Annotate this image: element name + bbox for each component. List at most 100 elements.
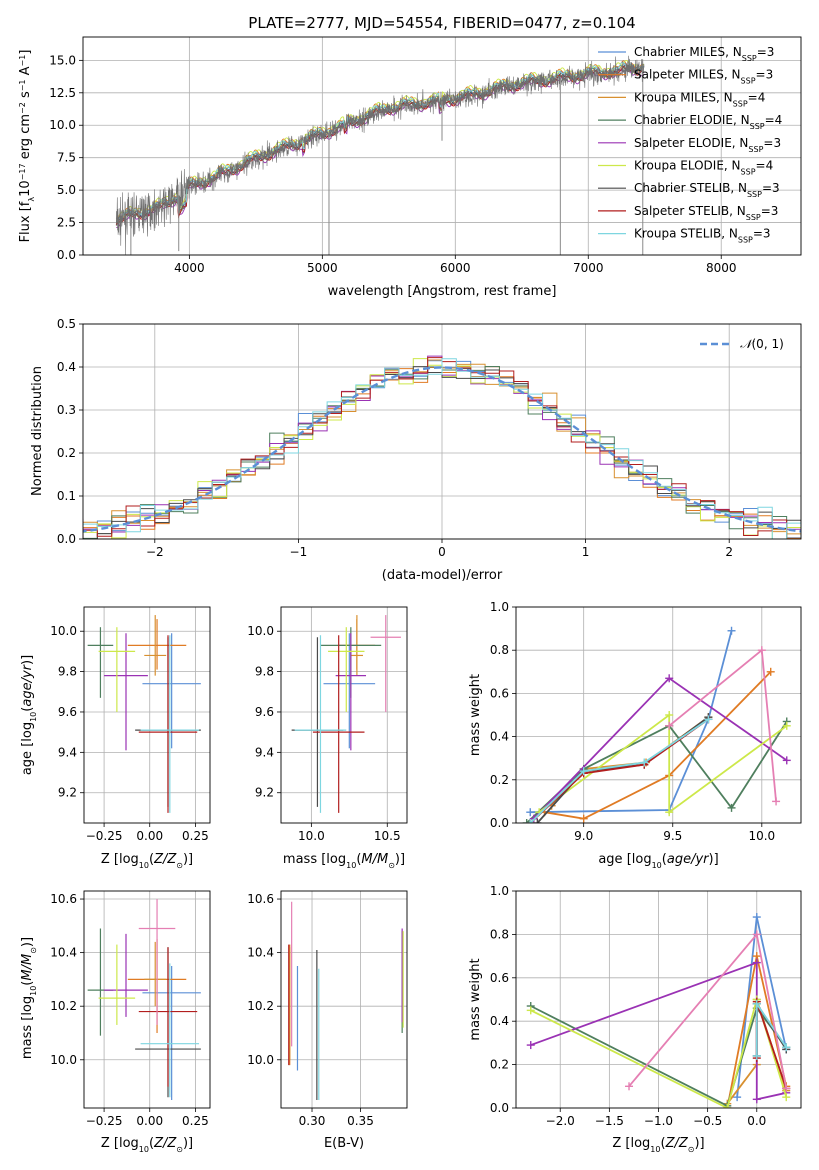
y-axis-label: mass [log10(M/M⊙)] [20,937,38,1059]
x-tick-label: −0.25 [86,829,123,843]
x-tick-label: 8000 [706,261,737,275]
x-tick-label: −0.25 [86,1114,123,1128]
y-tick-label: 0.2 [490,773,509,787]
x-tick-label: 0.00 [136,829,163,843]
y-tick-label: 0.0 [57,532,76,546]
weight-series-line [536,716,709,823]
y-tick-label: 0.2 [57,446,76,460]
x-tick-label: 9.5 [663,829,682,843]
x-axis-label: age [log10(age/yr)] [598,852,718,870]
figure-title: PLATE=2777, MJD=54554, FIBERID=0477, z=0… [248,14,635,32]
panel-weight-vs-Z: −2.0 −1.5 −1.0 −0.5 0.0 0.0 0.2 0.4 0.6 0.8 1.0 Z [… [468,884,802,1154]
legend-entry: Kroupa ELODIE, NSSP=4 [634,159,773,177]
y-tick-label: 7.5 [57,151,76,165]
y-tick-label: 1.0 [490,884,509,898]
y-axis-label: Normed distribution [30,366,45,496]
x-tick-label: 1 [582,545,590,559]
y-tick-label: 9.6 [58,705,77,719]
y-tick-label: 10.0 [50,624,77,638]
weight-series-line [533,677,788,820]
y-tick-label: 9.8 [58,665,77,679]
y-tick-label: 0.0 [57,248,76,262]
axes-frame [280,606,408,824]
axes-frame [280,890,408,1109]
legend-entry: 𝒩(0, 1) [740,337,784,351]
y-tick-label: 2.5 [57,216,76,230]
y-tick-label: 9.4 [58,745,77,759]
y-tick-label: 0.2 [490,1058,509,1072]
x-tick-label: 0.25 [182,1114,209,1128]
x-tick-label: 10.0 [748,829,775,843]
panel-residuals: −2 −1 0 1 2 0.0 0.1 0.2 0.3 0.4 0.5 (data-model)/er… [30,317,802,583]
y-tick-label: 9.8 [255,665,274,679]
x-tick-label: 2 [725,545,733,559]
y-axis-label: mass weight [468,958,483,1040]
model-spectrum-line [115,64,644,226]
x-axis-label: wavelength [Angstrom, rest frame] [328,284,557,299]
y-tick-label: 5.0 [57,183,76,197]
axes-frame [515,606,802,824]
y-axis-label: age [log10(age/yr)] [20,655,38,775]
y-tick-label: 10.4 [50,946,77,960]
x-tick-label: −1.0 [644,1114,673,1128]
plot-area [291,615,401,813]
y-tick-label: 10.0 [50,1053,77,1067]
y-tick-label: 0.0 [490,1101,509,1115]
axes-frame [83,606,211,824]
x-tick-label: −1 [290,545,308,559]
weight-series-line [529,718,709,823]
y-tick-label: 0.6 [490,686,509,700]
panel-age-vs-Z: −0.25 0.00 0.25 9.2 9.4 9.6 9.8 10.0 Z [log10(Z/… [20,606,211,870]
plot-area [83,355,801,539]
panel-mass-vs-ebv: 0.30 0.35 10.0 10.2 10.4 10.6 E(B-V) [247,890,408,1151]
x-tick-label: −0.5 [693,1114,722,1128]
y-tick-label: 10.6 [50,892,77,906]
x-axis-label: E(B-V) [324,1136,364,1151]
axes-frame [82,36,802,256]
weight-series-line [550,716,709,807]
x-tick-label: 0 [438,545,446,559]
y-tick-label: 0.6 [490,971,509,985]
y-tick-label: 1.0 [490,600,509,614]
x-tick-label: 9.0 [574,829,593,843]
x-tick-label: 10.5 [374,829,401,843]
x-axis-label: Z [log10(Z/Z⊙)] [612,1136,704,1154]
panel-mass-vs-Z: −0.25 0.00 0.25 10.0 10.2 10.4 10.6 Z [log10(Z/… [20,890,211,1154]
plot-area [87,899,201,1100]
axes-frame [82,323,802,540]
legend: Chabrier MILES, NSSP=3 Salpeter MILES, NS… [598,45,782,244]
legend-entry: Salpeter ELODIE, NSSP=3 [634,136,781,154]
y-tick-label: 0.4 [490,730,509,744]
y-tick-label: 9.6 [255,705,274,719]
panel-spectrum: 4000 5000 6000 7000 8000 0.0 2.5 5.0 7.5 10.0 12.5… [18,36,802,299]
x-axis-label: Z [log10(Z/Z⊙)] [101,1136,193,1154]
y-tick-label: 10.2 [50,999,77,1013]
x-tick-label: −2.0 [546,1114,575,1128]
model-spectrum-line [116,65,644,224]
x-tick-label: −1.5 [595,1114,624,1128]
y-tick-label: 9.4 [255,745,274,759]
x-axis-label: Z [log10(Z/Z⊙)] [101,852,193,870]
x-tick-label: −2 [146,545,164,559]
model-spectrum-line [115,59,644,222]
legend-entry: Kroupa MILES, NSSP=4 [634,90,765,108]
y-tick-label: 10.2 [247,999,274,1013]
y-tick-label: 15.0 [49,53,76,67]
x-tick-label: 0.25 [182,829,209,843]
axes-frame [515,890,802,1109]
x-tick-label: 4000 [174,261,205,275]
panel-weight-vs-age: 9.0 9.5 10.0 0.0 0.2 0.4 0.6 0.8 1.0 age [log10(a… [468,600,802,870]
legend-entry: Chabrier MILES, NSSP=3 [634,45,774,63]
y-axis-label: Flux [fλ10−17 erg cm−2 s−1 A−1] [18,50,36,243]
x-axis-label: mass [log10(M/M⊙)] [283,852,405,870]
plot-area [522,626,791,823]
panel-age-vs-mass: 10.0 10.5 9.2 9.4 9.6 9.8 10.0 mass [log10(M/M⊙… [247,606,408,870]
model-spectrum-line [116,65,644,224]
y-axis-label: mass weight [468,674,483,756]
legend-entry: Salpeter MILES, NSSP=3 [634,68,773,86]
y-tick-label: 10.6 [247,892,274,906]
legend-entry: Kroupa STELIB, NSSP=3 [634,227,771,245]
y-tick-label: 0.4 [57,360,76,374]
y-tick-label: 10.4 [247,946,274,960]
